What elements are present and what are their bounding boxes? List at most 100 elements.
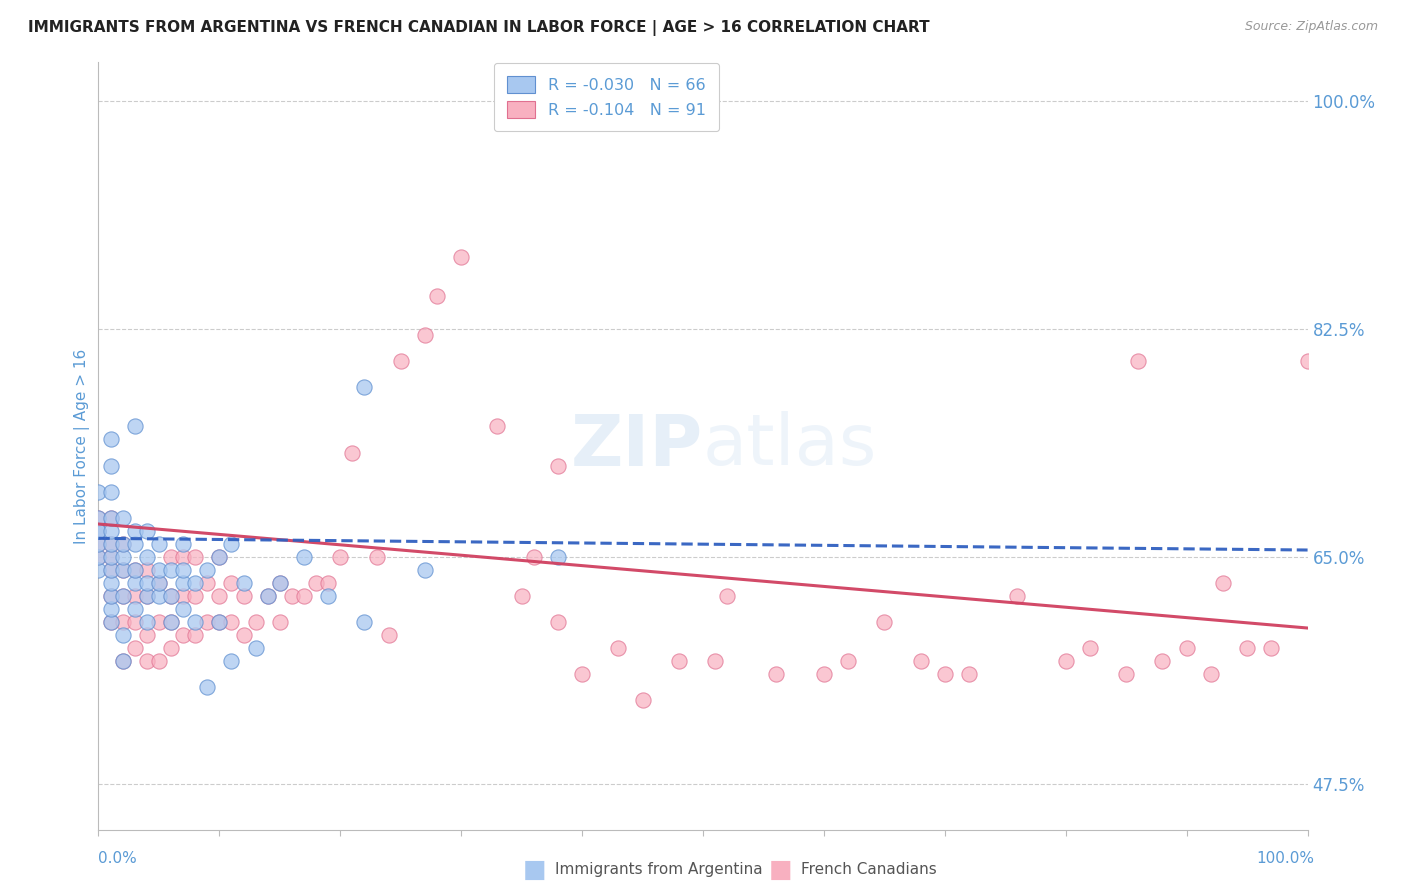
Point: [100, 549, 122, 564]
Point: [221, 536, 243, 550]
Point: [100, 433, 122, 447]
Point: [704, 654, 727, 668]
Text: 100.0%: 100.0%: [1257, 851, 1315, 865]
Point: [957, 666, 980, 681]
Point: [873, 615, 896, 629]
Point: [160, 549, 183, 564]
Point: [135, 562, 157, 576]
Point: [148, 562, 170, 576]
Point: [426, 289, 449, 303]
Point: [1128, 354, 1150, 368]
Point: [124, 615, 146, 629]
Point: [510, 589, 533, 603]
Point: [195, 562, 218, 576]
Point: [111, 654, 134, 668]
Y-axis label: In Labor Force | Age > 16: In Labor Force | Age > 16: [75, 349, 90, 543]
Point: [269, 615, 291, 629]
Point: [172, 549, 194, 564]
Point: [547, 615, 569, 629]
Point: [160, 562, 183, 576]
Point: [837, 654, 859, 668]
Point: [256, 589, 278, 603]
Point: [100, 615, 122, 629]
Point: [148, 589, 170, 603]
Point: [160, 615, 183, 629]
Point: [111, 536, 134, 550]
Point: [486, 419, 509, 434]
Point: [135, 654, 157, 668]
Point: [1054, 654, 1077, 668]
Point: [172, 601, 194, 615]
Point: [124, 562, 146, 576]
Point: [910, 654, 932, 668]
Point: [1212, 575, 1234, 590]
Point: [87, 484, 110, 499]
Point: [124, 601, 146, 615]
Point: [353, 615, 375, 629]
Point: [135, 589, 157, 603]
Point: [135, 575, 157, 590]
Point: [135, 627, 157, 641]
Point: [813, 666, 835, 681]
Point: [100, 536, 122, 550]
Point: [87, 536, 110, 550]
Point: [124, 562, 146, 576]
Point: [87, 562, 110, 576]
Point: [87, 524, 110, 538]
Point: [135, 524, 157, 538]
Point: [316, 589, 339, 603]
Point: [1236, 640, 1258, 655]
Point: [269, 575, 291, 590]
Point: [148, 615, 170, 629]
Point: [111, 589, 134, 603]
Point: [184, 589, 207, 603]
Point: [232, 575, 254, 590]
Point: [221, 615, 243, 629]
Point: [523, 549, 546, 564]
Point: [208, 615, 231, 629]
Point: [111, 562, 134, 576]
Point: [160, 589, 183, 603]
Point: [256, 589, 278, 603]
Point: [292, 589, 315, 603]
Point: [148, 654, 170, 668]
Point: [1152, 654, 1174, 668]
Point: [316, 575, 339, 590]
Point: [100, 484, 122, 499]
Point: [87, 510, 110, 524]
Point: [934, 666, 956, 681]
Point: [100, 549, 122, 564]
Point: [208, 615, 231, 629]
Text: Immigrants from Argentina: Immigrants from Argentina: [555, 863, 763, 877]
Text: ■: ■: [769, 858, 792, 881]
Point: [1199, 666, 1222, 681]
Point: [389, 354, 412, 368]
Point: [195, 575, 218, 590]
Point: [607, 640, 630, 655]
Point: [342, 445, 364, 459]
Text: atlas: atlas: [703, 411, 877, 481]
Point: [124, 589, 146, 603]
Point: [1175, 640, 1198, 655]
Point: [100, 524, 122, 538]
Point: [124, 640, 146, 655]
Point: [184, 549, 207, 564]
Point: [172, 562, 194, 576]
Point: [329, 549, 352, 564]
Point: [124, 536, 146, 550]
Point: [100, 562, 122, 576]
Point: [87, 549, 110, 564]
Point: [100, 575, 122, 590]
Point: [245, 615, 267, 629]
Point: [87, 524, 110, 538]
Point: [172, 589, 194, 603]
Point: [148, 575, 170, 590]
Point: [221, 654, 243, 668]
Point: [172, 536, 194, 550]
Point: [232, 589, 254, 603]
Legend: R = -0.030   N = 66, R = -0.104   N = 91: R = -0.030 N = 66, R = -0.104 N = 91: [494, 62, 718, 131]
Point: [305, 575, 328, 590]
Point: [87, 549, 110, 564]
Point: [716, 589, 738, 603]
Point: [172, 575, 194, 590]
